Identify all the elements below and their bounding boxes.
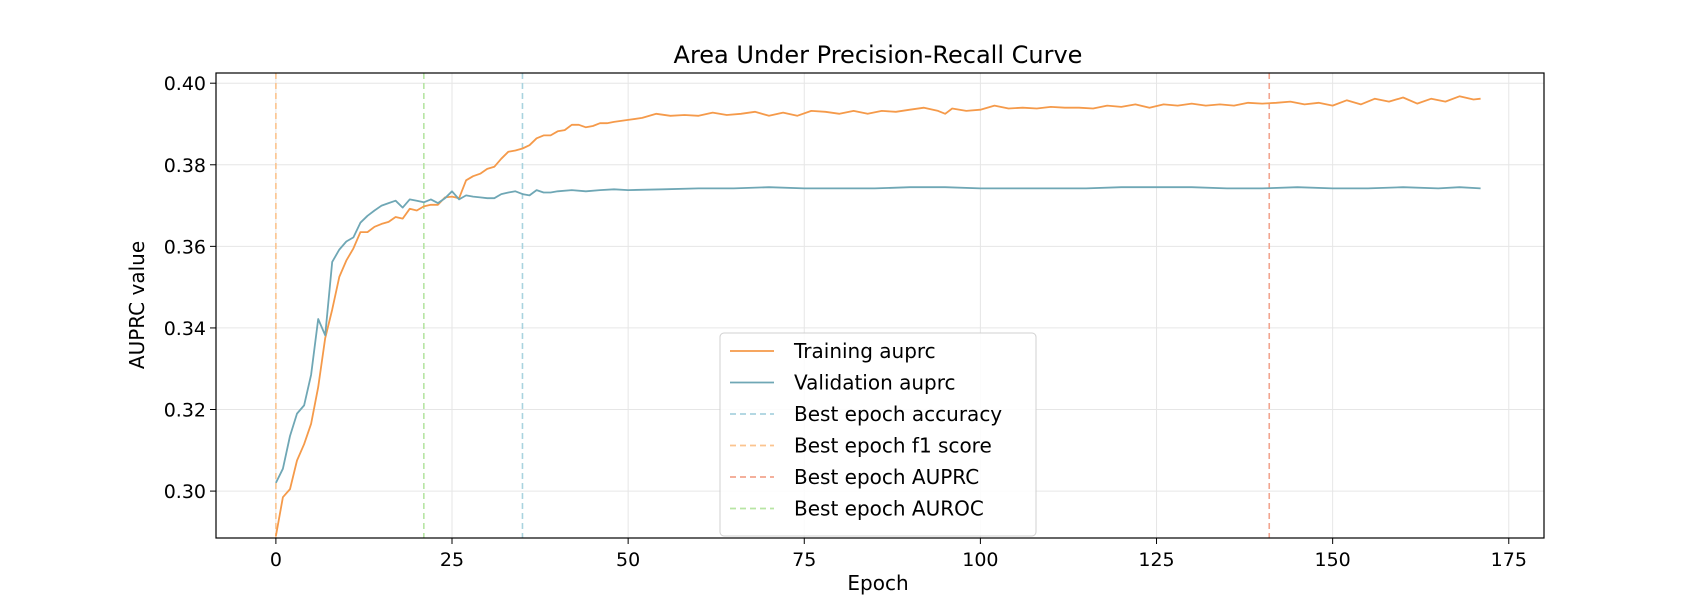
legend: Training auprc Validation auprc Best epoch… <box>719 332 1037 537</box>
best-epoch-lines <box>275 73 1271 538</box>
x-tick-label: 25 <box>440 549 464 571</box>
y-tick-label: 0.32 <box>164 400 206 422</box>
y-axis-label: AUPRC value <box>125 241 149 369</box>
x-tick-label: 75 <box>792 549 816 571</box>
plot-frame <box>215 72 1545 539</box>
x-tick-label: 50 <box>616 549 640 571</box>
x-tick-label: 125 <box>1138 549 1174 571</box>
series-lines <box>275 95 1481 537</box>
legend-label: Validation auprc <box>794 371 956 395</box>
x-tick-label: 175 <box>1491 549 1527 571</box>
axis-ticks: 0 25 50 75 100 125 150 175 0.30 0.32 0.34 0.36 0.38 0… <box>164 73 1527 571</box>
x-axis-label: Epoch <box>847 571 908 595</box>
chart-title: Area Under Precision-Recall Curve <box>674 41 1083 69</box>
y-tick-label: 0.30 <box>164 481 206 503</box>
series-line <box>275 95 1481 537</box>
legend-box <box>719 332 1037 537</box>
grid <box>216 73 1544 538</box>
y-tick-label: 0.36 <box>164 236 206 258</box>
x-tick-label: 100 <box>962 549 998 571</box>
y-tick-label: 0.34 <box>164 318 206 340</box>
y-tick-label: 0.40 <box>164 73 206 95</box>
legend-label: Best epoch AUPRC <box>794 465 979 489</box>
series-line <box>275 186 1481 484</box>
legend-label: Best epoch AUROC <box>794 497 984 521</box>
legend-label: Training auprc <box>793 339 936 363</box>
x-tick-label: 150 <box>1315 549 1351 571</box>
legend-label: Best epoch accuracy <box>794 402 1002 426</box>
legend-label: Best epoch f1 score <box>794 434 992 458</box>
x-tick-label: 0 <box>270 549 282 571</box>
y-tick-label: 0.38 <box>164 155 206 177</box>
